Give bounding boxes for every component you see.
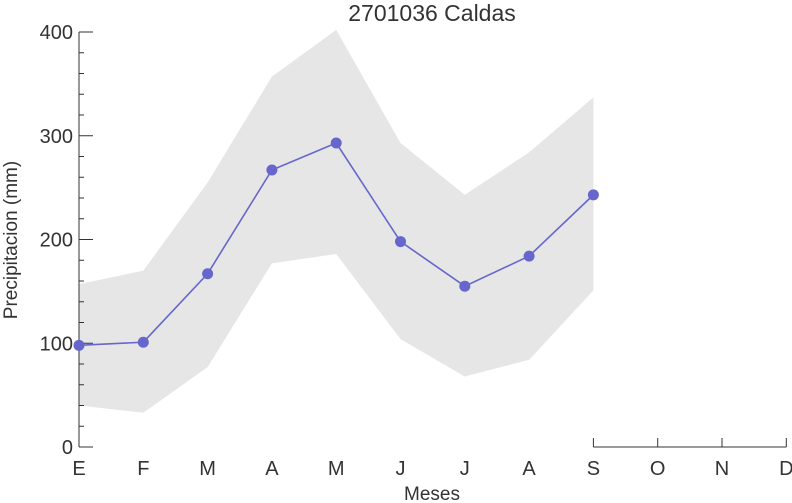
x-tick-label: N bbox=[715, 458, 729, 480]
data-point bbox=[587, 189, 599, 201]
x-tick-label: M bbox=[328, 458, 345, 480]
x-tick-label: M bbox=[199, 458, 216, 480]
x-tick-label: D bbox=[779, 458, 792, 480]
x-tick-label: E bbox=[72, 458, 85, 480]
y-axis-title: Precipitacion (mm) bbox=[1, 161, 22, 319]
x-tick-label: O bbox=[650, 458, 666, 480]
x-tick-label: J bbox=[460, 458, 470, 480]
range-band bbox=[79, 29, 594, 413]
data-point bbox=[202, 268, 214, 280]
data-point bbox=[73, 339, 85, 351]
data-point bbox=[459, 280, 471, 292]
x-tick-label: A bbox=[522, 458, 536, 480]
series-layer bbox=[73, 137, 599, 351]
data-point bbox=[523, 250, 535, 262]
data-point bbox=[266, 164, 278, 176]
x-tick-label: F bbox=[137, 458, 149, 480]
data-point bbox=[137, 336, 149, 348]
x-tick-label: A bbox=[265, 458, 279, 480]
y-tick-label: 400 bbox=[40, 22, 73, 44]
y-tick-label: 300 bbox=[40, 126, 73, 148]
x-axis-title: Meses bbox=[404, 484, 460, 503]
data-point bbox=[330, 137, 342, 149]
chart-title: 2701036 Caldas bbox=[348, 0, 516, 26]
ticks-layer: 0 100 200 300 400 E F M A M J J A S O N D bbox=[40, 22, 792, 480]
x-tick-label: J bbox=[396, 458, 406, 480]
y-tick-label: 200 bbox=[40, 230, 73, 252]
data-point bbox=[395, 236, 406, 248]
y-tick-label: 100 bbox=[40, 333, 73, 355]
y-tick-label: 0 bbox=[62, 437, 73, 459]
range-band-layer bbox=[79, 29, 594, 413]
x-tick-label: S bbox=[587, 458, 600, 480]
